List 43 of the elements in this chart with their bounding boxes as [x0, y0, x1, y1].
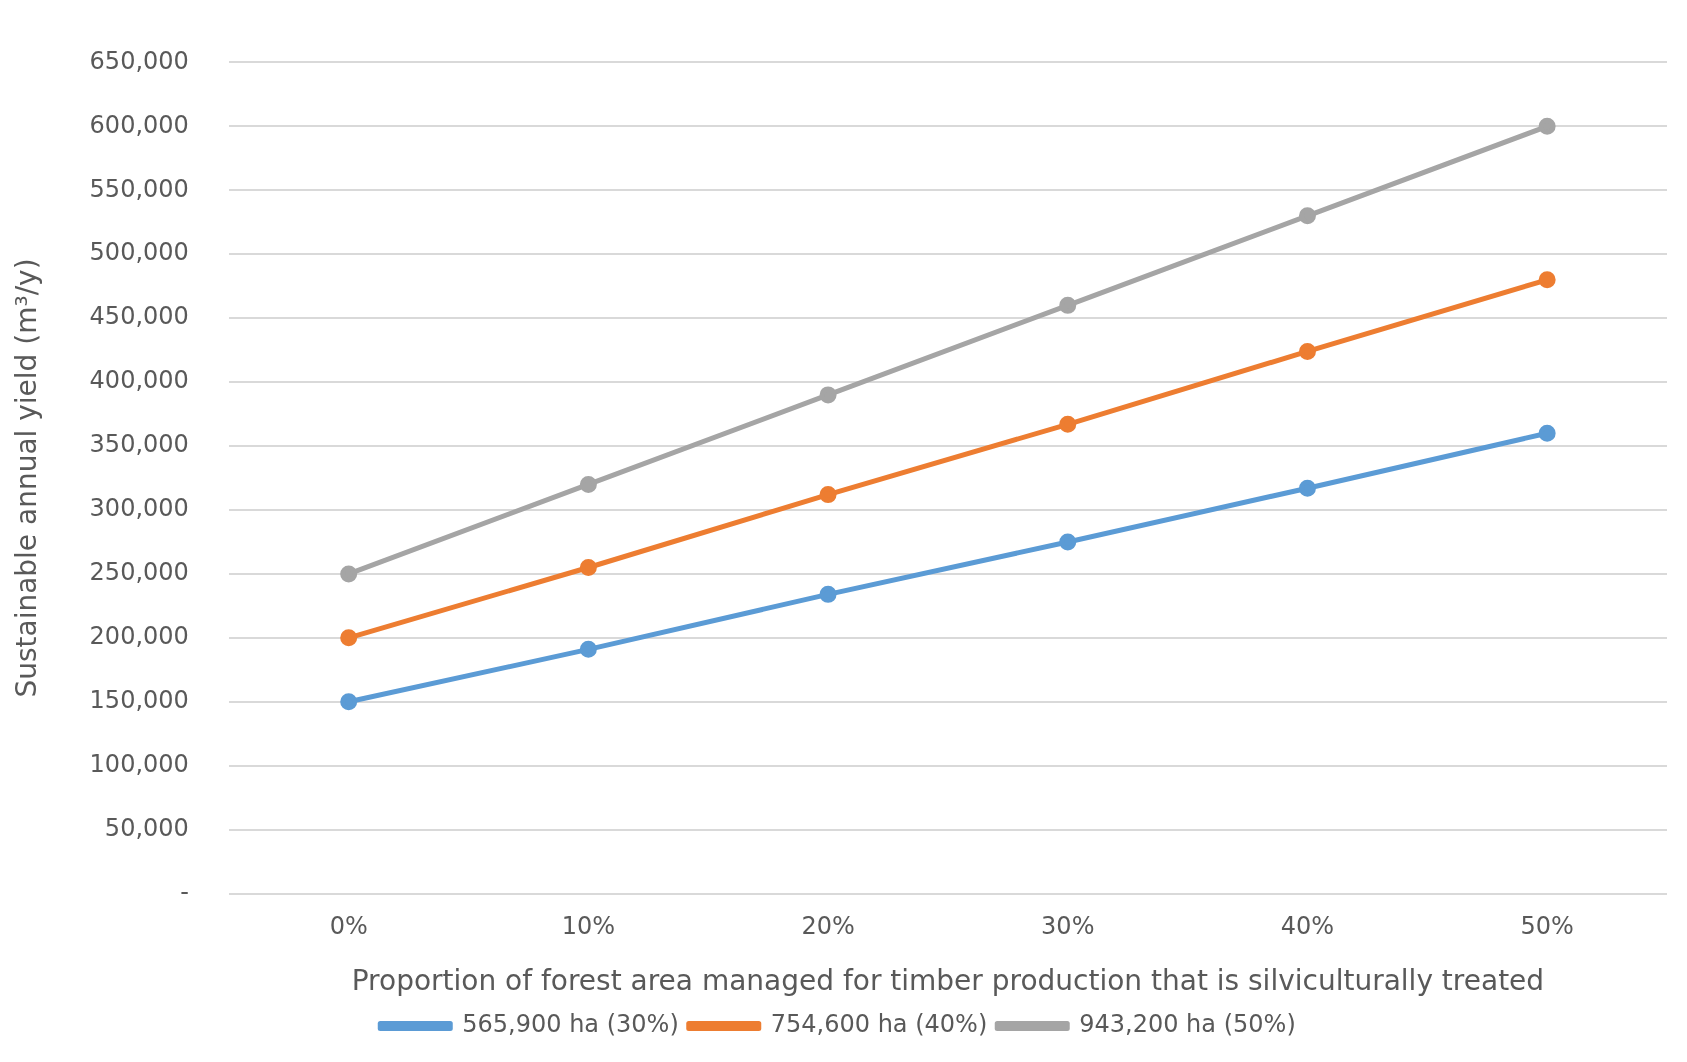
point [340, 693, 358, 711]
legend-label: 943,200 ha (50%) [1079, 1010, 1296, 1039]
point [1059, 415, 1077, 433]
y-tick-label: 250,000 [89, 558, 189, 587]
y-axis-title: Sustainable annual yield (m³/y) [10, 258, 44, 698]
y-tick-label: 600,000 [89, 110, 189, 139]
point [1059, 296, 1077, 314]
point [579, 475, 597, 493]
y-tick-label: 500,000 [89, 238, 189, 267]
x-tick-label: 20% [801, 912, 855, 941]
x-tick-label: 40% [1280, 912, 1335, 941]
point [1538, 117, 1556, 135]
legend-label: 754,600 ha (40%) [770, 1010, 988, 1039]
point [1538, 424, 1556, 442]
x-axis-title: Proportion of forest area managed for timber production that is silviculturally treated [351, 964, 1545, 998]
point [1298, 342, 1316, 360]
y-tick-label: 350,000 [89, 430, 189, 459]
point [579, 559, 597, 577]
x-tick-label: 30% [1041, 912, 1095, 941]
point [1298, 479, 1316, 497]
point [1538, 271, 1556, 289]
y-tick-label: 450,000 [89, 302, 189, 331]
x-tick-label: 10% [561, 912, 616, 941]
y-tick-label: 150,000 [89, 686, 189, 715]
y-tick-label: 50,000 [104, 813, 189, 842]
y-tick-label: 300,000 [89, 494, 189, 523]
point [819, 585, 837, 603]
y-tick-label: - [180, 877, 189, 906]
y-tick-label: 100,000 [89, 749, 189, 778]
y-tick-label: 650,000 [89, 46, 189, 75]
y-tick-label: 550,000 [89, 174, 189, 203]
point [579, 640, 597, 658]
legend-label: 565,900 ha (30%) [462, 1010, 679, 1039]
point [819, 386, 837, 404]
point [340, 565, 358, 583]
x-tick-label: 50% [1520, 912, 1574, 941]
point [1059, 533, 1077, 551]
point [1298, 207, 1316, 225]
point [340, 629, 358, 647]
x-tick-label: 0% [329, 912, 368, 941]
y-tick-label: 200,000 [89, 622, 189, 651]
point [819, 486, 837, 504]
y-tick-label: 400,000 [89, 366, 189, 395]
